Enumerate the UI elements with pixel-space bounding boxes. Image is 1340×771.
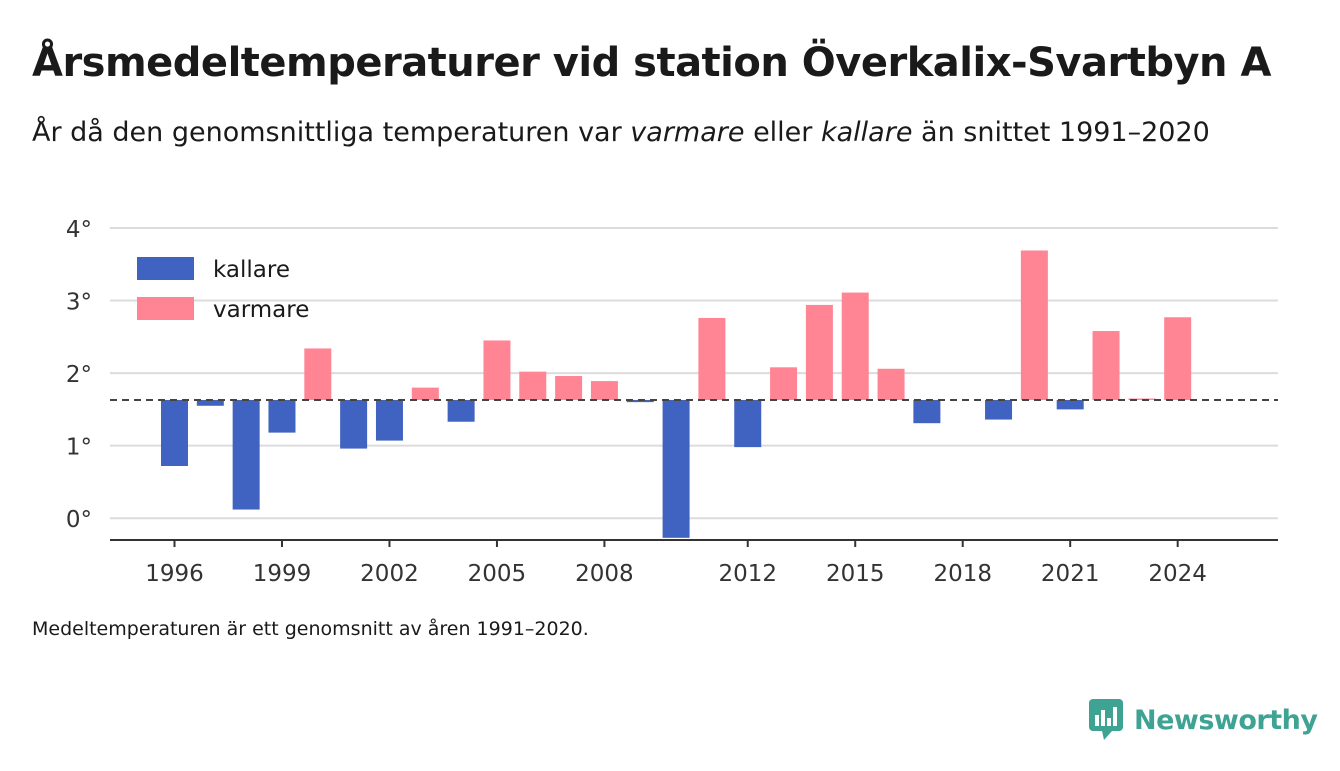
bar-2011 <box>698 317 726 400</box>
x-tick-label: 2015 <box>826 561 885 587</box>
brand-logo: Newsworthy <box>1088 698 1318 742</box>
y-tick-label: 0° <box>66 507 92 533</box>
subtitle-cold-word: kallare <box>820 117 913 148</box>
x-tick-label: 1999 <box>253 561 312 587</box>
x-tick-label: 2012 <box>718 561 777 587</box>
footnote: Medeltemperaturen är ett genomsnitt av å… <box>32 618 589 640</box>
x-tick-label: 2005 <box>468 561 527 587</box>
bar-2014 <box>805 304 833 400</box>
bar-2008 <box>590 381 618 400</box>
bar-2001 <box>340 399 368 449</box>
bar-2009 <box>626 399 654 403</box>
brand-name: Newsworthy <box>1134 704 1318 736</box>
newsworthy-logo-icon <box>1089 699 1123 740</box>
bar-2023 <box>1128 398 1156 400</box>
bar-2012 <box>734 399 762 448</box>
bar-2013 <box>770 367 798 400</box>
bar-2004 <box>447 399 475 422</box>
bar-1996 <box>160 399 188 466</box>
bar-2017 <box>913 399 941 424</box>
x-tick-label: 2008 <box>575 561 634 587</box>
y-tick-label: 2° <box>66 362 92 388</box>
bar-2002 <box>375 399 403 441</box>
bar-1998 <box>232 399 260 510</box>
bar-1997 <box>196 399 224 406</box>
chart-title: Årsmedeltemperaturer vid station Överkal… <box>32 40 1271 86</box>
bar-2015 <box>841 292 869 400</box>
legend-swatch-cold <box>137 257 194 280</box>
bar-2022 <box>1092 331 1120 400</box>
bar-2007 <box>555 376 583 400</box>
y-tick-label: 3° <box>66 290 92 316</box>
bar-2016 <box>877 368 905 400</box>
x-tick-label: 2018 <box>933 561 992 587</box>
subtitle-part3: än snittet 1991–2020 <box>912 117 1210 148</box>
subtitle-part2: eller <box>744 117 821 148</box>
x-tick-label: 2024 <box>1148 561 1207 587</box>
bar-2024 <box>1164 317 1192 400</box>
y-tick-label: 1° <box>66 435 92 461</box>
legend-label-warm: varmare <box>213 297 309 323</box>
bar-2020 <box>1020 250 1048 400</box>
x-tick-label: 1996 <box>145 561 204 587</box>
bar-2000 <box>304 348 332 400</box>
bar-chart: 0° 1° 2° 3° 4° 1996 1999 2002 2005 2008 2012 2015 20… <box>66 217 1278 587</box>
legend-swatch-warm <box>137 297 194 320</box>
x-tick-label: 2021 <box>1041 561 1100 587</box>
bar-2006 <box>519 371 547 400</box>
bar-1999 <box>268 399 296 433</box>
legend-label-cold: kallare <box>213 257 290 283</box>
subtitle-part1: År då den genomsnittliga temperaturen va… <box>32 117 631 148</box>
bar-2021 <box>1056 399 1084 410</box>
y-tick-label: 4° <box>66 217 92 243</box>
chart-subtitle: År då den genomsnittliga temperaturen va… <box>32 112 1272 154</box>
bar-2019 <box>985 399 1013 420</box>
subtitle-warm-word: varmare <box>630 117 745 148</box>
bar-2003 <box>411 387 439 400</box>
bar-2010 <box>662 399 690 538</box>
bar-2005 <box>483 340 511 400</box>
x-tick-label: 2002 <box>360 561 419 587</box>
